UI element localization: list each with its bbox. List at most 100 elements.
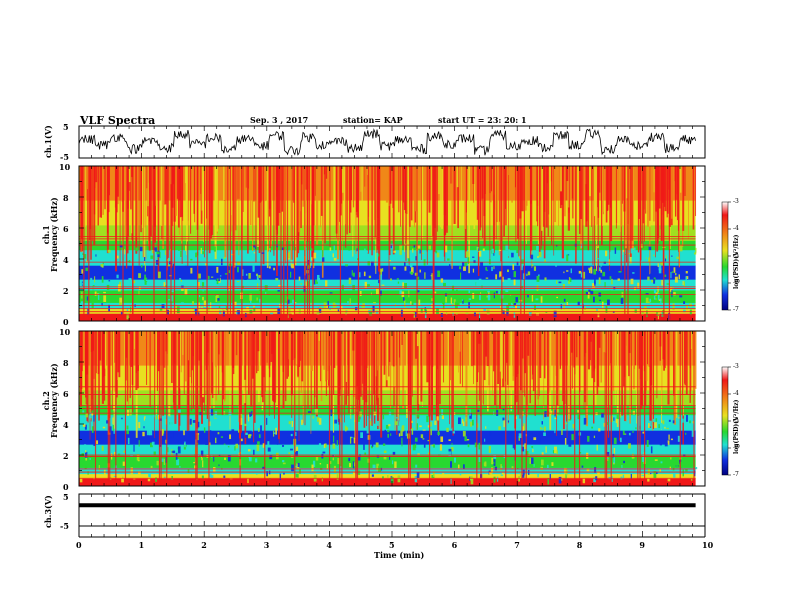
ch1-speckle	[253, 304, 255, 308]
ch2-streak	[543, 331, 546, 379]
ch2-speckle	[209, 408, 211, 416]
ch2-streak	[155, 331, 157, 416]
ch2-speckle	[491, 467, 494, 474]
ch2-colorbar-label: log(PSD)(V²/Hz)	[733, 399, 740, 454]
ch2-speckle	[692, 421, 694, 424]
ch2-streak	[112, 331, 115, 411]
ch1-speckle	[205, 263, 208, 266]
ch2-streak	[462, 331, 463, 387]
ch2-speckle	[598, 428, 601, 432]
ch1-speckle	[126, 304, 129, 312]
ch2-speckle	[518, 433, 522, 439]
ch1-speckle	[85, 267, 88, 272]
ch2-streak	[690, 331, 692, 350]
ch1-streak	[461, 166, 462, 216]
ch2-streak	[323, 331, 325, 370]
ch1-speckle	[265, 292, 267, 295]
ch1-speckle	[129, 255, 132, 262]
ch1-speckle	[81, 269, 84, 274]
ch2-speckle	[464, 436, 467, 442]
ch1-speckle	[90, 277, 93, 282]
ch2-streak	[667, 331, 670, 405]
ch1-streak	[489, 166, 491, 262]
ch1-speckle	[277, 307, 281, 314]
ch1-streak	[496, 166, 499, 223]
ch1-speckle	[641, 311, 644, 315]
ch1-speckle	[669, 287, 673, 292]
ch2-streak	[417, 331, 419, 419]
ch2-streak	[473, 331, 475, 366]
ch2-speckle	[494, 466, 497, 471]
ch1-speckle	[163, 282, 166, 288]
ch2-speckle	[611, 476, 613, 482]
ch2-streak	[469, 331, 471, 390]
ch1-speckle	[674, 276, 678, 283]
ch2-speckle	[192, 420, 196, 423]
ch2-streak	[285, 331, 287, 402]
ch1-speckle	[369, 311, 373, 316]
ch1-speckle	[408, 290, 410, 298]
ch2-speckle	[176, 459, 180, 466]
ch2-speckle	[465, 417, 467, 422]
ch2-speckle	[312, 460, 316, 467]
ch2-speckle	[288, 421, 291, 425]
ch1-speckle	[448, 264, 451, 270]
ch1-speckle	[292, 299, 295, 307]
ch1-speckle	[195, 308, 197, 316]
ch1-speckle	[537, 256, 539, 259]
ch2-streak	[485, 331, 488, 357]
ch2-streak	[566, 331, 568, 438]
ch2-streak	[569, 331, 572, 420]
ch2-streak	[650, 331, 652, 377]
ch2-speckle	[357, 415, 360, 422]
ch1-speckle	[592, 296, 595, 303]
ch1-speckle	[268, 248, 271, 251]
ch2-speckle	[648, 473, 652, 475]
ch2-speckle	[404, 442, 408, 444]
ch1-streak	[301, 166, 303, 185]
ch1-burst	[339, 166, 342, 321]
ch2-speckle	[466, 439, 470, 441]
ch1-speckle	[404, 266, 407, 271]
ch2-speckle	[138, 471, 141, 475]
ch2-speckle	[177, 446, 181, 454]
ch1-speckle	[504, 292, 508, 300]
ch2-streak	[366, 331, 368, 369]
ch2-streak	[206, 331, 209, 353]
ch2-speckle	[223, 443, 226, 445]
ch1-speckle	[632, 272, 635, 274]
ch2-speckle	[235, 443, 238, 449]
ch1-speckle	[216, 266, 219, 273]
ch1-speckle	[683, 281, 686, 287]
ch2-streak	[562, 331, 565, 430]
ch1-streak	[371, 166, 373, 256]
ch2-streak	[587, 331, 590, 370]
ch1-speckle	[237, 266, 239, 273]
ch1-speckle	[424, 308, 427, 311]
ch2-speckle	[290, 444, 294, 447]
ch2-speckle	[532, 448, 534, 453]
ch2-speckle	[177, 409, 181, 414]
ch2-streak	[673, 331, 675, 424]
ch1-speckle	[368, 275, 372, 279]
ch2-streak	[130, 331, 133, 367]
ch2-speckle	[564, 438, 567, 445]
ch1-burst	[668, 166, 670, 321]
ch1-streak	[126, 166, 129, 254]
ch1-speckle	[502, 310, 505, 315]
ch2-band	[79, 478, 696, 487]
ch1-speckle	[428, 245, 432, 250]
ch2-streak	[93, 331, 95, 379]
ch2-speckle	[298, 469, 302, 474]
ch1-speckle	[256, 297, 258, 301]
ch1-speckle	[593, 269, 597, 275]
ch2-speckle	[163, 438, 165, 442]
ch2-streak	[632, 331, 635, 390]
ch1-waveform	[78, 128, 696, 156]
ch2-streak	[310, 331, 314, 371]
ch1-streak	[140, 166, 142, 225]
ch1-speckle	[436, 272, 438, 275]
ch1-speckle	[313, 262, 315, 269]
ch2-speckle	[314, 471, 316, 474]
